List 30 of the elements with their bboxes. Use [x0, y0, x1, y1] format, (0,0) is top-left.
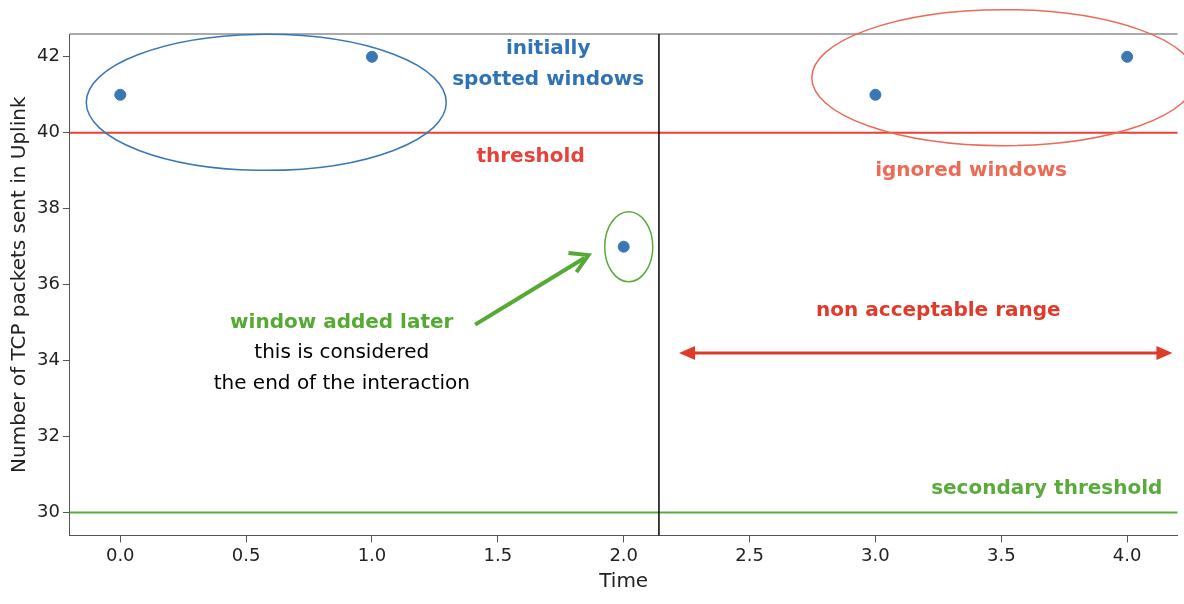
point — [869, 88, 882, 101]
x-tick-label: 0.5 — [231, 543, 261, 565]
point — [1121, 50, 1134, 63]
annotation: non acceptable range — [816, 297, 1061, 322]
x-axis-title: Time — [598, 568, 649, 593]
y-tick-label: 32 — [37, 424, 60, 446]
y-tick-label: 40 — [37, 120, 60, 142]
annotation: window added later — [230, 308, 454, 333]
x-tick-label: 1.0 — [357, 543, 387, 565]
point — [617, 240, 630, 253]
x-tick-label: 2.5 — [735, 543, 764, 565]
x-tick-label: 4.0 — [1112, 543, 1142, 565]
ref-line-label: threshold — [476, 142, 585, 167]
y-tick-label: 38 — [37, 196, 60, 218]
y-tick-label: 42 — [37, 44, 60, 66]
x-tick-label: 3.5 — [986, 543, 1016, 565]
annotation: this is considered the end of the interaction — [213, 339, 470, 395]
x-tick-label: 0.0 — [105, 543, 135, 565]
x-tick-label: 3.0 — [861, 543, 890, 565]
x-tick-label: 1.5 — [483, 543, 513, 565]
y-axis-title: Number of TCP packets sent in Uplink — [6, 96, 31, 473]
annotation: initially spotted windows — [452, 35, 645, 91]
y-tick-label: 30 — [37, 500, 60, 522]
point — [365, 50, 378, 63]
ref-line-label: secondary threshold — [931, 474, 1163, 499]
point — [114, 88, 127, 101]
x-tick-label: 2.0 — [609, 543, 639, 565]
y-tick-label: 36 — [37, 272, 60, 294]
annotation: ignored windows — [875, 156, 1068, 181]
y-tick-label: 34 — [37, 348, 60, 370]
